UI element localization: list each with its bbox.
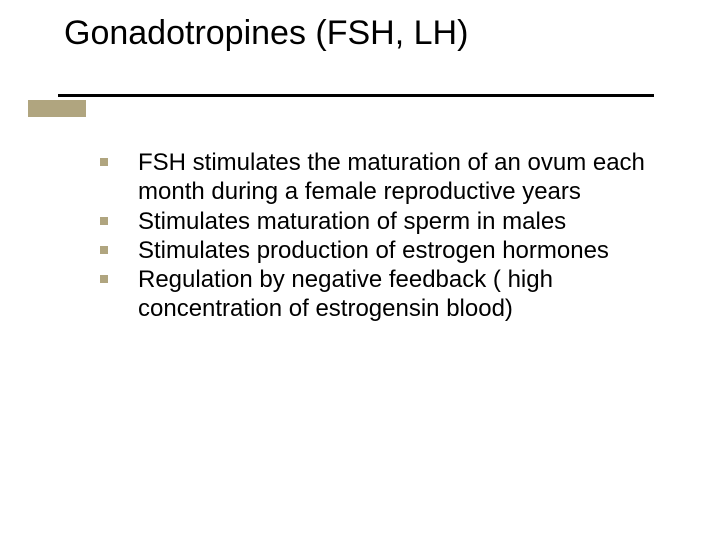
list-item: Stimulates maturation of sperm in males: [100, 207, 670, 236]
square-bullet-icon: [100, 275, 108, 283]
slide-title: Gonadotropines (FSH, LH): [64, 14, 468, 53]
square-bullet-icon: [100, 217, 108, 225]
list-item-text: Stimulates maturation of sperm in males: [138, 208, 566, 235]
list-item-text: Regulation by negative feedback ( high c…: [138, 266, 553, 322]
title-rule-main: [58, 94, 654, 97]
list-item-text: Stimulates production of estrogen hormon…: [138, 237, 609, 264]
list-item: Stimulates production of estrogen hormon…: [100, 236, 670, 265]
title-rule-accent: [28, 100, 86, 117]
square-bullet-icon: [100, 158, 108, 166]
list-item: Regulation by negative feedback ( high c…: [100, 265, 670, 324]
slide: Gonadotropines (FSH, LH) FSH stimulates …: [0, 0, 720, 540]
list-item: FSH stimulates the maturation of an ovum…: [100, 148, 670, 207]
list-item-text: FSH stimulates the maturation of an ovum…: [138, 149, 645, 205]
bullet-list: FSH stimulates the maturation of an ovum…: [100, 148, 670, 324]
square-bullet-icon: [100, 246, 108, 254]
